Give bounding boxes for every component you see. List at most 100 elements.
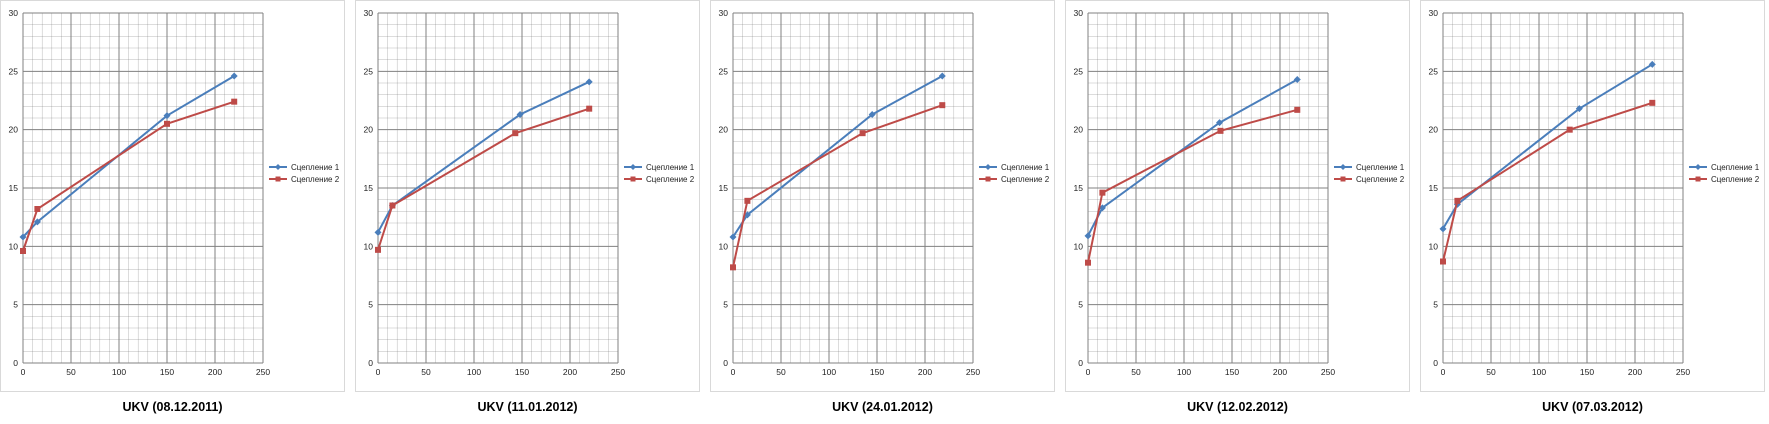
- data-point: [1293, 76, 1301, 83]
- x-tick-label: 50: [1131, 367, 1141, 377]
- y-tick-label: 30: [364, 8, 374, 18]
- x-tick-label: 200: [1628, 367, 1642, 377]
- legend-label: Сцепление 1: [1356, 163, 1405, 172]
- x-tick-label: 150: [515, 367, 529, 377]
- data-point: [230, 72, 238, 80]
- legend-marker: [985, 176, 991, 182]
- y-tick-label: 5: [13, 300, 18, 310]
- chart-caption: UKV (07.03.2012): [1542, 400, 1643, 414]
- x-tick-label: 250: [611, 367, 625, 377]
- y-tick-label: 0: [368, 358, 373, 368]
- y-tick-label: 20: [364, 125, 374, 135]
- y-tick-label: 30: [1074, 8, 1084, 18]
- y-tick-label: 15: [719, 183, 729, 193]
- legend: Сцепление 1 Сцепление 2: [624, 163, 695, 184]
- x-tick-label: 50: [421, 367, 431, 377]
- legend-label: Сцепление 2: [1001, 175, 1050, 184]
- data-point: [730, 264, 736, 271]
- x-tick-label: 50: [776, 367, 786, 377]
- y-tick-label: 10: [364, 241, 374, 251]
- y-tick-label: 15: [1429, 183, 1439, 193]
- x-tick-label: 50: [1486, 367, 1496, 377]
- x-tick-label: 100: [1177, 367, 1191, 377]
- data-point: [1575, 105, 1583, 113]
- series-2: [1085, 106, 1301, 266]
- y-tick-label: 5: [723, 300, 728, 310]
- legend: Сцепление 1 Сцепление 2: [1334, 163, 1405, 184]
- data-point: [33, 218, 41, 226]
- legend-marker: [1695, 176, 1701, 182]
- x-tick-label: 100: [1532, 367, 1546, 377]
- x-tick-label: 50: [66, 367, 76, 377]
- x-tick-label: 100: [467, 367, 481, 377]
- legend-marker: [275, 164, 281, 170]
- legend-label: Сцепление 1: [646, 163, 695, 172]
- data-point: [1454, 197, 1461, 204]
- y-tick-label: 15: [1074, 183, 1084, 193]
- data-point: [374, 228, 382, 236]
- legend-marker: [1340, 176, 1346, 182]
- data-point: [1099, 189, 1106, 196]
- y-tick-label: 10: [1429, 241, 1439, 251]
- series-line: [377, 80, 590, 233]
- data-point: [729, 233, 737, 241]
- legend-label: Сцепление 2: [1356, 175, 1405, 184]
- data-point: [1566, 126, 1573, 133]
- data-point: [1217, 127, 1224, 134]
- chart-caption: UKV (08.12.2011): [122, 400, 223, 414]
- data-point: [512, 130, 519, 137]
- x-tick-label: 100: [112, 367, 126, 377]
- legend-marker: [1340, 164, 1346, 170]
- series-line: [732, 75, 943, 238]
- chart-frame: 0 50 100 150 200 250 0 5 10 15 20 25 30 Сцепление 1 Сц…: [355, 0, 700, 392]
- legend-marker: [1695, 164, 1701, 170]
- legend-marker: [985, 164, 991, 170]
- x-tick-label: 0: [731, 367, 736, 377]
- series-line: [1087, 108, 1298, 263]
- data-point: [516, 111, 524, 118]
- legend: Сцепление 1 Сцепление 2: [269, 163, 340, 184]
- legend-label: Сцепление 1: [1711, 163, 1760, 172]
- x-tick-label: 200: [563, 367, 577, 377]
- series-line: [377, 107, 590, 251]
- series-line: [1442, 63, 1653, 230]
- legend-marker: [275, 176, 281, 182]
- major-gridlines: [22, 12, 264, 364]
- y-tick-label: 10: [719, 241, 729, 251]
- data-point: [1440, 258, 1446, 265]
- y-tick-label: 0: [1433, 358, 1438, 368]
- data-point: [34, 206, 41, 212]
- chart-caption: UKV (11.01.2012): [477, 400, 578, 414]
- y-tick-label: 25: [719, 66, 729, 76]
- legend: Сцепление 1 Сцепление 2: [979, 163, 1050, 184]
- x-tick-label: 100: [822, 367, 836, 377]
- legend-label: Сцепление 2: [646, 175, 695, 184]
- data-point: [1084, 232, 1092, 240]
- y-tick-label: 20: [1429, 125, 1439, 135]
- x-tick-label: 200: [1273, 367, 1287, 377]
- data-point: [1439, 225, 1447, 233]
- chart-frame: 0 50 100 150 200 250 0 5 10 15 20 25 30 Сцепление 1 Сц…: [1065, 0, 1410, 392]
- series-line: [22, 100, 235, 252]
- data-point: [938, 72, 946, 80]
- chart-panel-5: 0 50 100 150 200 250 0 5 10 15 20 25 30 Сцепление 1 Сц…: [1420, 0, 1765, 424]
- y-tick-label: 30: [719, 8, 729, 18]
- x-tick-label: 0: [1441, 367, 1446, 377]
- y-tick-label: 20: [9, 125, 19, 135]
- series-2: [20, 98, 238, 254]
- data-point: [744, 197, 751, 204]
- series-2: [730, 102, 946, 271]
- y-tick-label: 0: [1078, 358, 1083, 368]
- data-point: [1294, 106, 1301, 113]
- major-gridlines: [377, 12, 619, 364]
- x-tick-label: 150: [160, 367, 174, 377]
- legend-marker: [630, 176, 636, 182]
- y-tick-label: 10: [1074, 241, 1084, 251]
- data-point: [585, 78, 593, 86]
- chart-panel-3: 0 50 100 150 200 250 0 5 10 15 20 25 30 Сцепление 1 Сц…: [710, 0, 1055, 424]
- data-point: [19, 233, 27, 241]
